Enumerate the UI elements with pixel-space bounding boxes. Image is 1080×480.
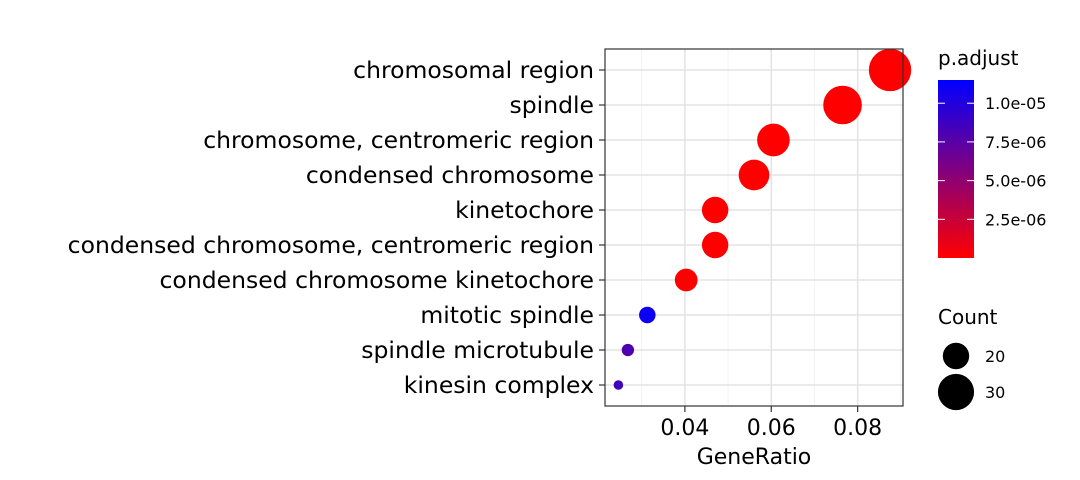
data-point: [868, 48, 912, 92]
x-tick-label: 0.06: [747, 416, 796, 441]
data-point: [823, 85, 862, 125]
y-tick-label: condensed chromosome: [306, 161, 594, 189]
size-legend-key: [942, 342, 970, 370]
data-point: [613, 380, 624, 390]
data-point: [621, 343, 635, 357]
data-point: [738, 159, 770, 191]
y-tick-label: chromosome, centromeric region: [203, 126, 594, 154]
size-legend-title: Count: [938, 305, 998, 329]
x-axis-title: GeneRatio: [697, 445, 812, 470]
x-tick-label: 0.08: [833, 416, 882, 441]
x-axis-ticks: 0.04 0.06 0.08: [660, 406, 882, 441]
color-legend-tick-label: 1.0e-05: [985, 94, 1046, 113]
y-axis-ticks: chromosomal region spindle chromosome, cen…: [68, 56, 605, 399]
data-point: [674, 268, 698, 292]
y-tick-label: condensed chromosome kinetochore: [160, 266, 594, 294]
color-legend-tick-label: 7.5e-06: [985, 133, 1046, 152]
y-tick-label: mitotic spindle: [420, 301, 594, 329]
color-legend-bar: [938, 80, 974, 258]
color-legend-ticks: 2.5e-06 5.0e-06 7.5e-06 1.0e-05: [938, 94, 1046, 229]
plot-border: [604, 48, 904, 407]
data-point: [701, 231, 729, 259]
size-legend-key: [937, 373, 975, 411]
y-tick-label: kinesin complex: [404, 371, 594, 399]
size-legend-label: 20: [985, 347, 1005, 366]
color-legend-tick-label: 5.0e-06: [985, 172, 1046, 191]
color-legend-tick-label: 2.5e-06: [985, 210, 1046, 229]
data-point: [701, 196, 729, 224]
data-points: [613, 48, 912, 390]
y-tick-label: condensed chromosome, centromeric region: [68, 231, 594, 259]
x-tick-label: 0.04: [660, 416, 709, 441]
y-tick-label: spindle microtubule: [361, 336, 594, 364]
y-tick-label: spindle: [510, 91, 595, 119]
y-tick-label: chromosomal region: [353, 56, 594, 84]
data-point: [757, 123, 790, 157]
color-legend: p.adjust 2.5e-06 5.0e-06 7.5e-06 1.0e-05: [938, 46, 1046, 258]
color-legend-title: p.adjust: [938, 46, 1019, 70]
size-legend-label: 30: [985, 383, 1005, 402]
data-point: [639, 306, 656, 324]
y-tick-label: kinetochore: [455, 196, 594, 224]
